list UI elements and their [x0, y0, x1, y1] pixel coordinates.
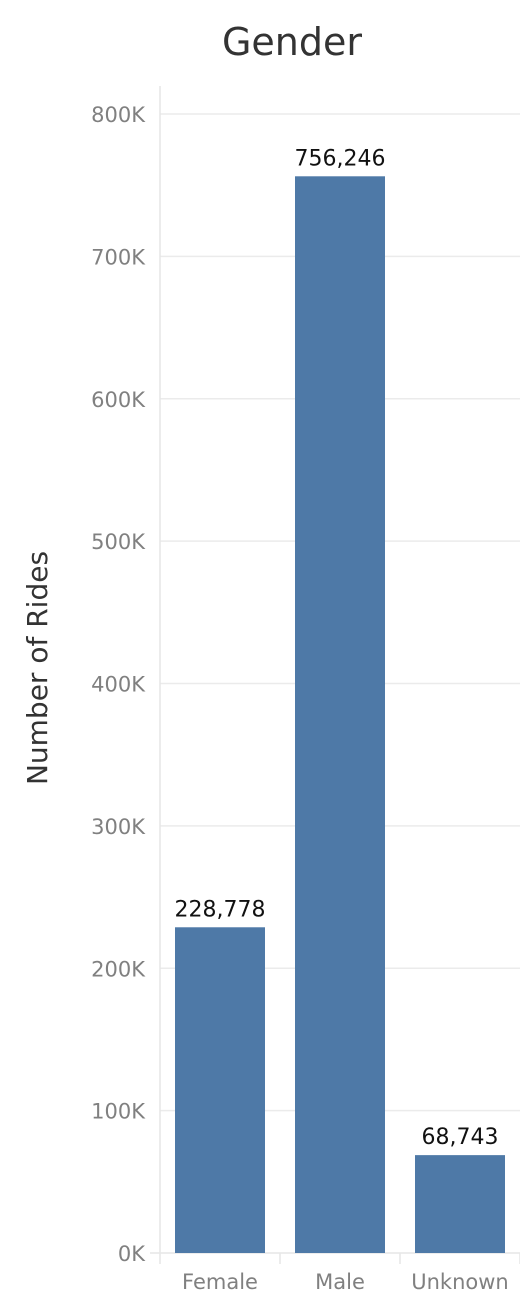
y-tick-label: 200K: [91, 957, 146, 981]
y-tick-label: 400K: [91, 673, 146, 697]
y-tick-label: 300K: [91, 815, 146, 839]
y-tick-label: 500K: [91, 530, 146, 554]
bar-unknown[interactable]: [415, 1155, 505, 1253]
y-tick-label: 100K: [91, 1100, 146, 1124]
x-tick-labels: Female Male Unknown: [182, 1270, 509, 1294]
data-label: 68,743: [422, 1125, 499, 1150]
bar-female[interactable]: [175, 927, 265, 1253]
x-tick-label: Female: [182, 1270, 258, 1294]
y-tick-label: 700K: [91, 245, 146, 269]
y-tick-labels: 0K 100K 200K 300K 400K 500K 600K 700K 800K: [91, 103, 146, 1266]
x-tick-label: Unknown: [411, 1270, 508, 1294]
y-tick-label: 800K: [91, 103, 146, 127]
chart-title: Gender: [222, 20, 362, 64]
y-axis-label: Number of Rides: [21, 551, 54, 785]
bars: [175, 176, 505, 1253]
bar-male[interactable]: [295, 176, 385, 1253]
data-labels: 228,778 756,246 68,743: [175, 146, 499, 1150]
y-tick-label: 600K: [91, 388, 146, 412]
data-label: 756,246: [295, 146, 386, 171]
x-tick-label: Male: [315, 1270, 365, 1294]
data-label: 228,778: [175, 897, 266, 922]
y-tick-label: 0K: [118, 1242, 146, 1266]
